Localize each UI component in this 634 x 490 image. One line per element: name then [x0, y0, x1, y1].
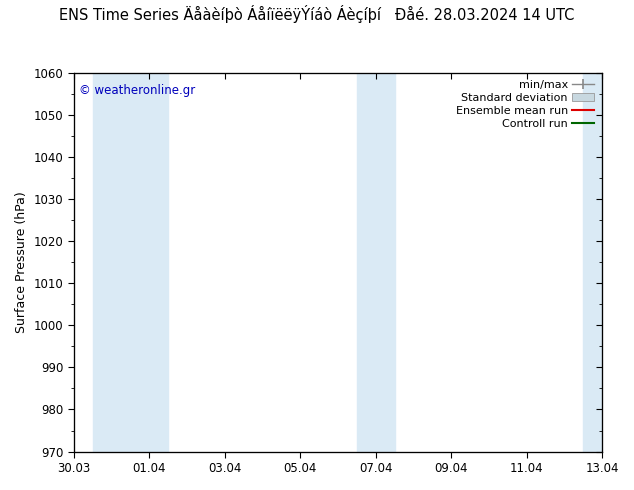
Y-axis label: Surface Pressure (hPa): Surface Pressure (hPa): [15, 191, 28, 333]
Legend: min/max, Standard deviation, Ensemble mean run, Controll run: min/max, Standard deviation, Ensemble me…: [453, 78, 597, 131]
Bar: [357, 73, 394, 452]
Text: ENS Time Series Äåàèíþò ÁåíïëëÿÝíáò Áèçíþí   Đåé. 28.03.2024 14 UTC: ENS Time Series Äåàèíþò ÁåíïëëÿÝíáò Áèçí…: [60, 5, 574, 23]
Bar: [583, 73, 602, 452]
Text: © weatheronline.gr: © weatheronline.gr: [79, 84, 195, 97]
Bar: [93, 73, 168, 452]
